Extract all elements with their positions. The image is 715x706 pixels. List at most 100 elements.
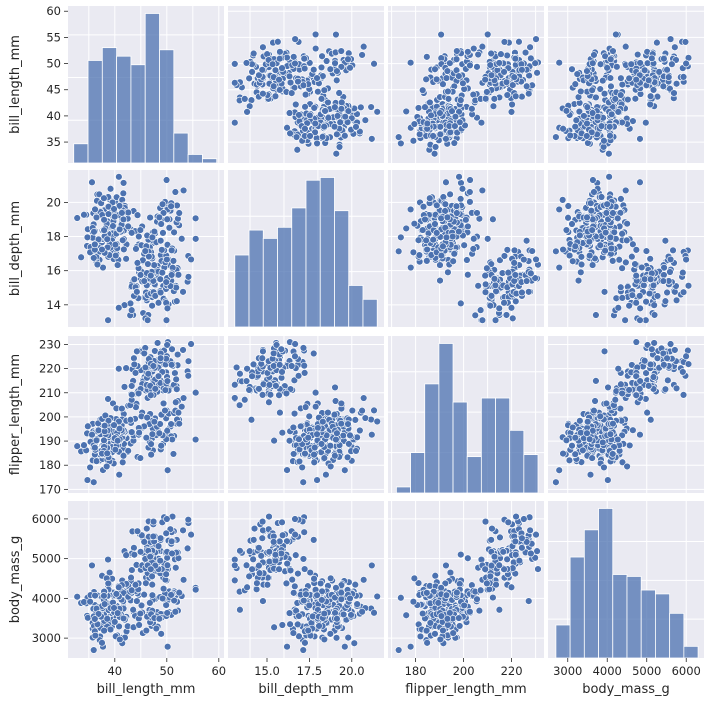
scatter-point xyxy=(351,416,359,424)
scatter-point xyxy=(679,268,687,277)
scatter-point xyxy=(148,233,157,242)
scatter-point xyxy=(136,271,145,279)
scatter-point xyxy=(106,185,115,193)
scatter-point xyxy=(159,585,168,593)
histogram-bar xyxy=(569,556,585,659)
scatter-point xyxy=(510,246,519,254)
scatter-point xyxy=(491,281,500,289)
scatter-point xyxy=(419,202,428,211)
scatter-point xyxy=(292,100,300,109)
scatter-point xyxy=(292,551,300,559)
y-tick-label: 210 xyxy=(39,386,61,400)
scatter-point xyxy=(618,80,627,89)
scatter-point xyxy=(565,456,574,465)
scatter-point xyxy=(306,111,314,120)
scatter-point xyxy=(583,103,591,111)
scatter-point xyxy=(583,132,591,140)
scatter-point xyxy=(510,73,518,81)
scatter-point xyxy=(621,316,629,324)
scatter-point xyxy=(552,133,560,141)
histogram-bar xyxy=(202,158,218,164)
scatter-point xyxy=(596,241,604,249)
scatter-point xyxy=(414,104,423,112)
scatter-point xyxy=(184,372,192,380)
scatter-point xyxy=(253,579,261,587)
scatter-point xyxy=(265,398,273,406)
histogram-bar xyxy=(424,383,440,494)
scatter-point xyxy=(444,87,452,96)
scatter-point xyxy=(604,383,612,392)
scatter-point xyxy=(568,65,576,73)
scatter-point xyxy=(481,517,490,526)
histogram-bar xyxy=(144,13,160,164)
scatter-point xyxy=(245,74,253,83)
scatter-point xyxy=(615,256,623,264)
histogram-bar xyxy=(495,397,511,494)
scatter-point xyxy=(113,437,122,445)
scatter-point xyxy=(455,72,463,80)
scatter-point xyxy=(665,73,673,81)
scatter-point xyxy=(295,435,303,443)
scatter-point xyxy=(466,188,474,196)
scatter-point xyxy=(575,107,584,116)
scatter-point xyxy=(457,299,465,308)
scatter-point xyxy=(426,194,434,202)
scatter-point xyxy=(133,527,142,535)
scatter-point xyxy=(407,263,415,272)
scatter-point xyxy=(512,551,520,559)
scatter-point xyxy=(602,209,611,217)
scatter-point xyxy=(124,222,132,231)
scatter-point xyxy=(636,430,644,439)
scatter-point xyxy=(370,60,378,68)
scatter-point xyxy=(571,80,579,88)
scatter-point xyxy=(512,297,520,305)
scatter-point xyxy=(432,75,441,84)
scatter-point xyxy=(103,449,111,458)
scatter-point xyxy=(162,316,171,324)
y-tick-label: 14 xyxy=(46,298,61,312)
scatter-point xyxy=(231,394,239,402)
panel-bill_depth_mm-vs-flipper_length_mm xyxy=(388,170,544,327)
scatter-point xyxy=(402,107,410,116)
scatter-point xyxy=(330,410,339,419)
scatter-point xyxy=(128,229,136,237)
panel-bill_length_mm-vs-flipper_length_mm xyxy=(388,6,544,163)
scatter-point xyxy=(653,38,661,47)
y-tick-label: 35 xyxy=(46,135,61,149)
scatter-point xyxy=(301,103,309,111)
scatter-point xyxy=(140,590,148,599)
scatter-point xyxy=(236,606,244,614)
scatter-point xyxy=(236,547,244,555)
scatter-point xyxy=(623,219,631,228)
scatter-point xyxy=(283,124,291,132)
scatter-point xyxy=(287,362,296,370)
scatter-point xyxy=(631,95,640,103)
scatter-point xyxy=(297,422,305,431)
scatter-point xyxy=(136,226,145,234)
scatter-point xyxy=(511,55,520,63)
scatter-point xyxy=(431,220,439,228)
scatter-point xyxy=(86,463,94,472)
scatter-point xyxy=(552,247,560,255)
scatter-point xyxy=(156,275,164,283)
scatter-point xyxy=(357,103,365,112)
scatter-point xyxy=(605,150,613,158)
scatter-point xyxy=(642,119,650,127)
scatter-point xyxy=(602,399,611,408)
scatter-point xyxy=(617,380,625,388)
scatter-point xyxy=(122,364,130,372)
scatter-point xyxy=(311,128,319,136)
scatter-point xyxy=(585,238,594,246)
scatter-point xyxy=(669,246,677,254)
scatter-point xyxy=(143,316,152,324)
scatter-point xyxy=(427,111,435,120)
scatter-point xyxy=(455,173,463,181)
scatter-point xyxy=(431,143,440,151)
scatter-point xyxy=(104,395,112,403)
scatter-point xyxy=(682,255,690,264)
scatter-point xyxy=(429,236,437,244)
histogram-bar xyxy=(116,55,132,164)
scatter-point xyxy=(269,349,278,358)
scatter-point xyxy=(313,74,321,82)
scatter-point xyxy=(131,369,140,377)
